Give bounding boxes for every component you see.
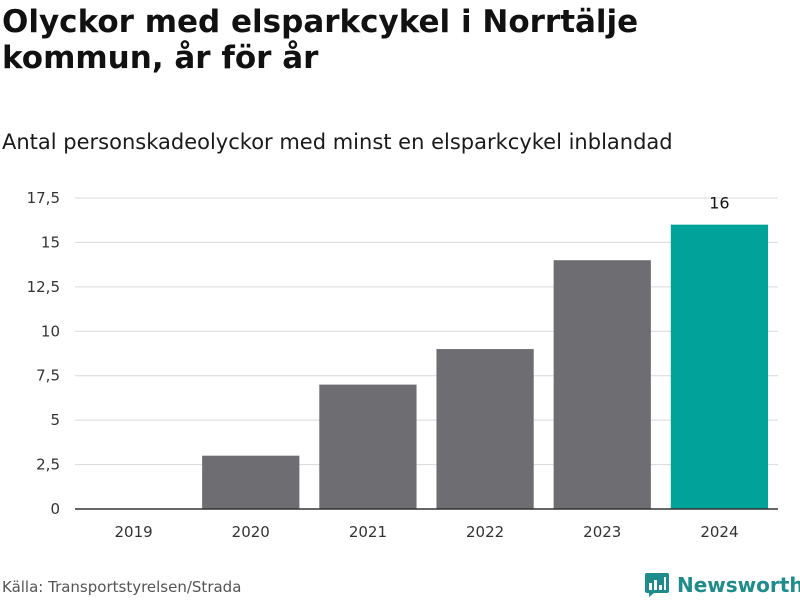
y-axis-tick-labels: 0 2,5 5 7,5 10 12,5 15 17,5 [27, 189, 60, 518]
y-tick-label: 17,5 [27, 189, 60, 207]
data-labels: 16 [709, 194, 729, 213]
gridlines [75, 197, 778, 466]
y-tick-label: 2,5 [36, 456, 60, 474]
bar-2021 [319, 384, 417, 509]
bar-2022 [436, 349, 534, 509]
chart-subtitle: Antal personskadeolyckor med minst en el… [2, 130, 673, 154]
newsworthy-logo: Newsworthy [644, 570, 800, 600]
source-note: Källa: Transportstyrelsen/Strada [2, 578, 242, 596]
x-tick-label: 2022 [466, 523, 504, 541]
bar-chart-icon [645, 573, 669, 597]
x-tick-label: 2023 [583, 523, 621, 541]
bar-2020 [202, 455, 300, 509]
bars [202, 224, 769, 509]
x-tick-label: 2020 [232, 523, 270, 541]
y-tick-label: 5 [50, 411, 60, 429]
x-axis-tick-labels: 2019 2020 2021 2022 2023 2024 [114, 523, 738, 541]
logo-text: Newsworthy [677, 573, 800, 597]
y-tick-label: 0 [50, 500, 60, 518]
bar-chart: 0 2,5 5 7,5 10 12,5 15 17,5 2019 2020 2021 2022 202… [27, 189, 778, 541]
x-tick-label: 2021 [349, 523, 387, 541]
data-label: 16 [709, 194, 729, 213]
y-tick-label: 10 [41, 322, 60, 340]
x-tick-label: 2024 [700, 523, 738, 541]
chart-title: Olyckor med elsparkcykel i Norrtälje kom… [2, 4, 639, 76]
y-tick-label: 12,5 [27, 278, 60, 296]
x-tick-label: 2019 [114, 523, 152, 541]
y-tick-label: 7,5 [36, 367, 60, 385]
bar-2023 [553, 260, 651, 509]
bar-2024 [670, 224, 769, 509]
y-tick-label: 15 [41, 233, 60, 251]
